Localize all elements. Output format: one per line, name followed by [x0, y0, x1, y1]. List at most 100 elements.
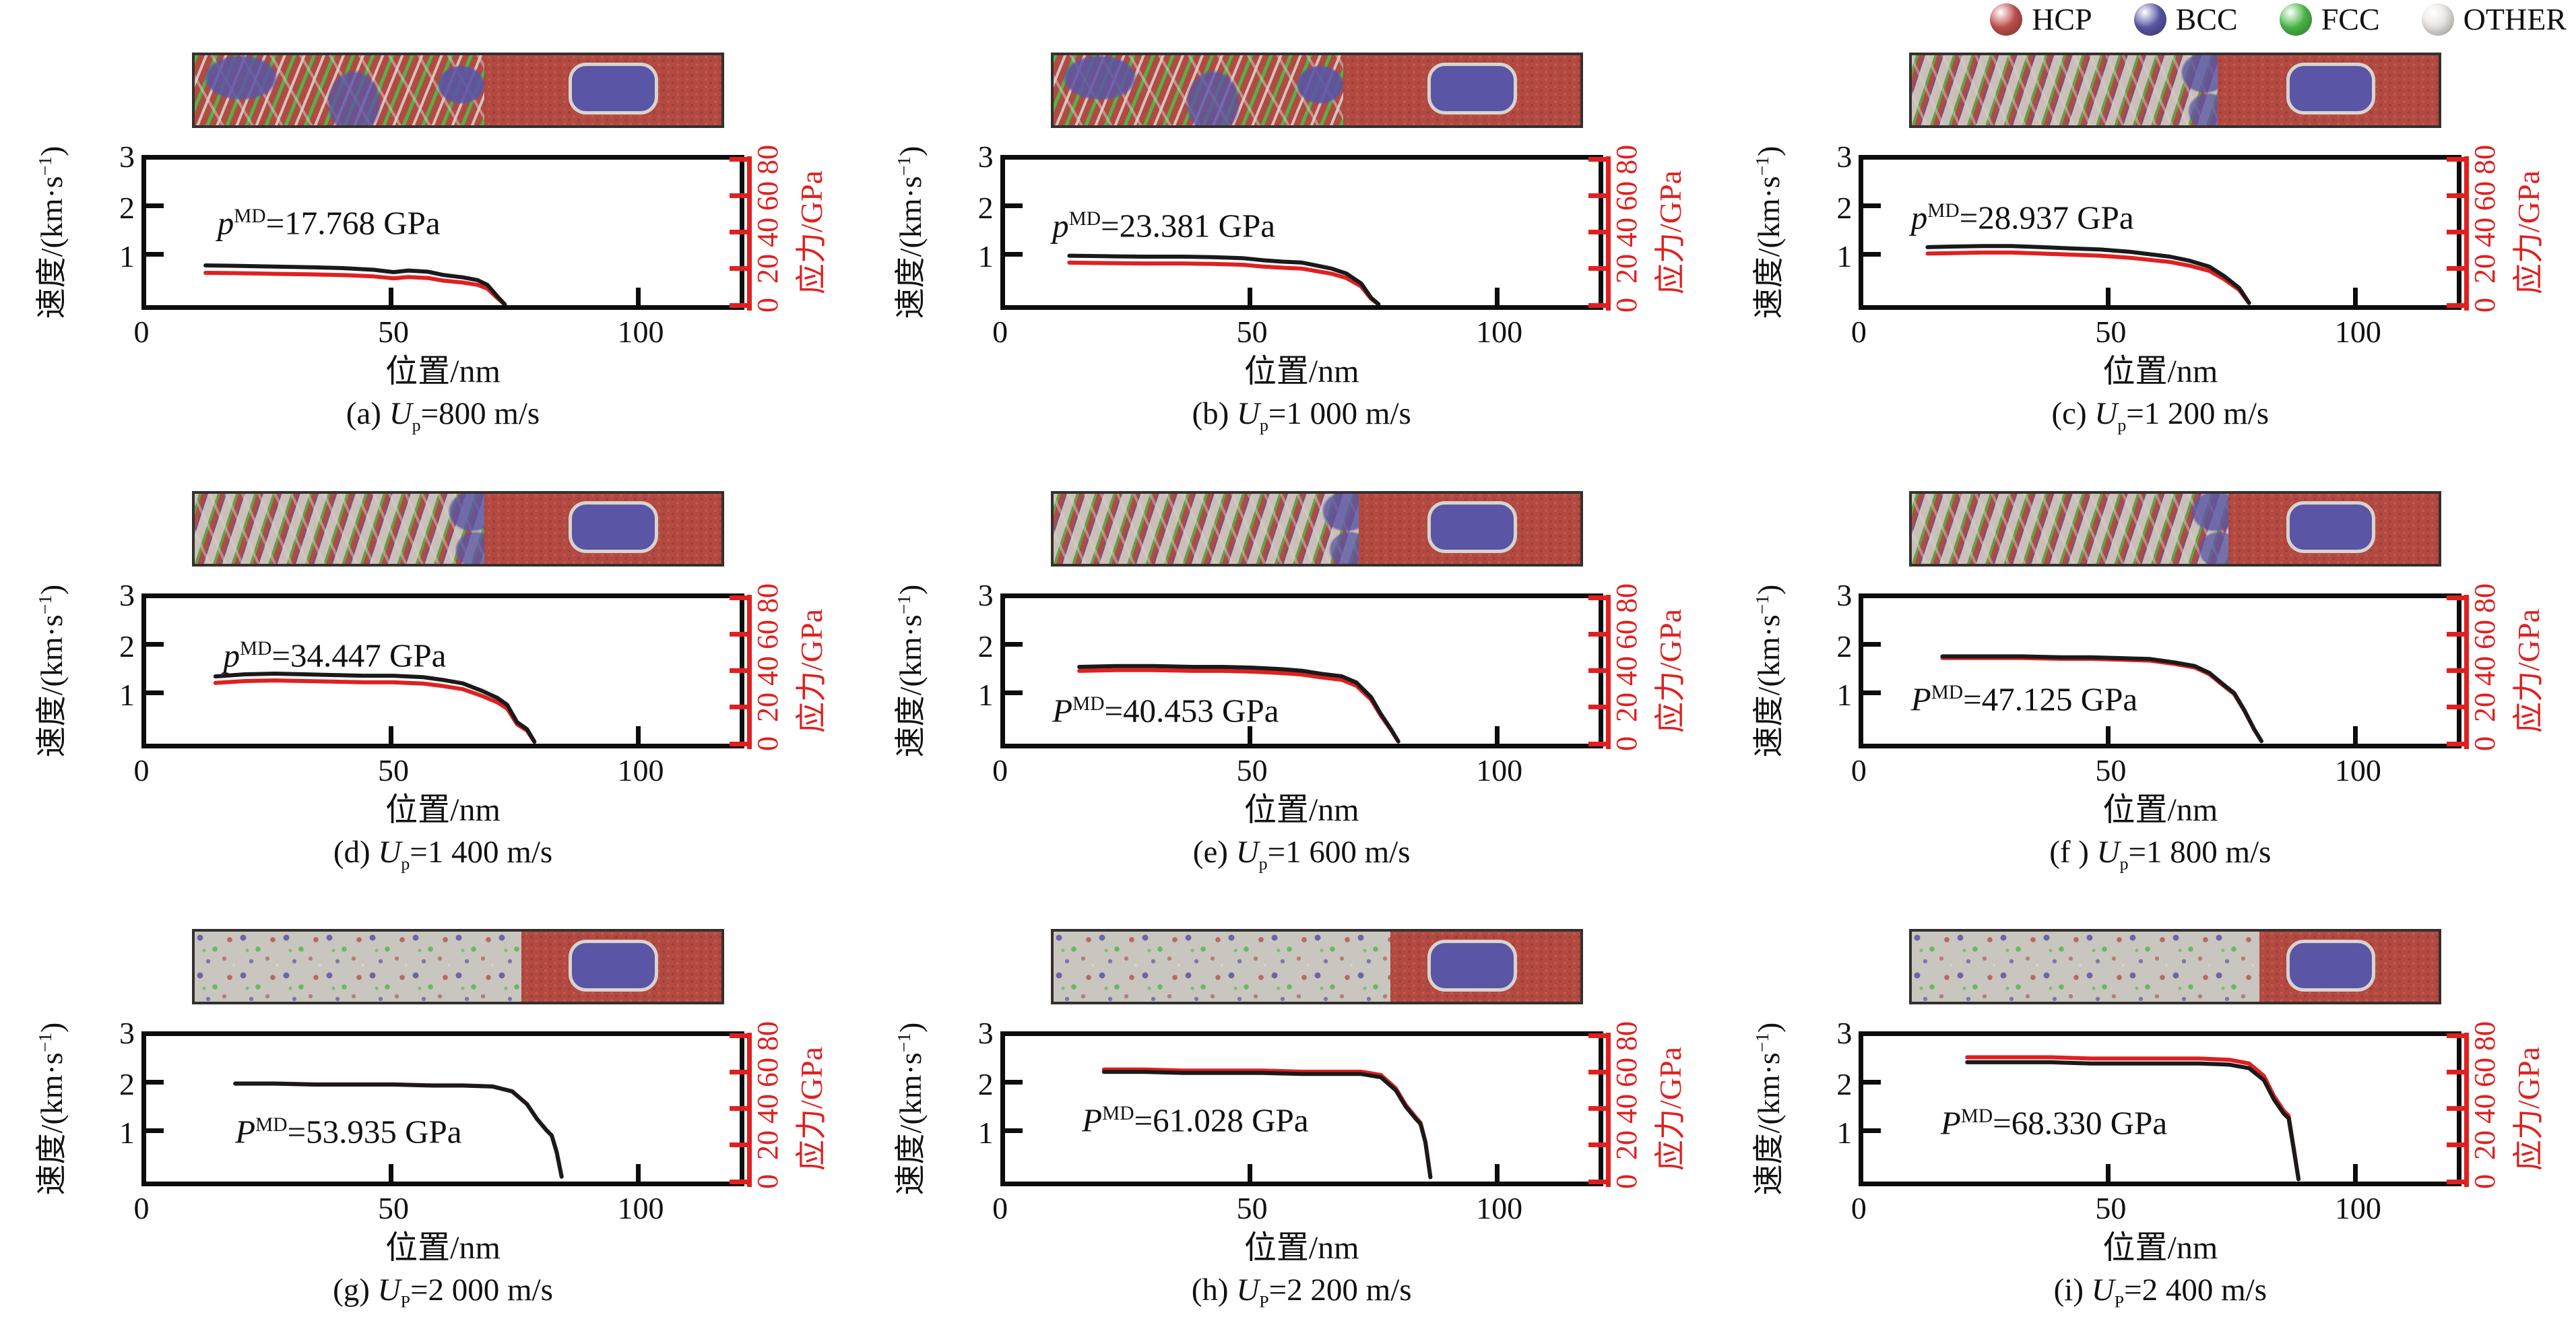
plot-box: pMD=28.937 GPa [1859, 155, 2462, 310]
x-axis-title: 位置/nm [2102, 792, 2218, 828]
bcc-inclusion [1427, 939, 1517, 992]
stress-tick-label: 0 [1609, 1174, 1643, 1190]
pressure-annotation: pMD=23.381 GPa [1052, 207, 1276, 245]
shock-panel-e: 速度/(km·s−1) 3 2 1 PMD=40.453 GPa 80 60 4… [859, 439, 1718, 877]
pressure-annotation: pMD=17.768 GPa [217, 204, 441, 242]
stress-tick-label: 80 [751, 583, 784, 613]
x-tick-label-100: 100 [617, 1191, 664, 1226]
x-axis-title: 位置/nm [2102, 1230, 2218, 1266]
stress-tick-label: 0 [751, 1174, 784, 1190]
y-right-axis-title: 应力/GPa [1652, 608, 1687, 733]
y-tick-label-1: 1 [977, 677, 994, 712]
pressure-annotation: PMD=68.330 GPa [1940, 1104, 2168, 1142]
velocity-stress-curves [1101, 1067, 1433, 1180]
velocity-stress-curves [1925, 244, 2251, 305]
y-tick-mark [1004, 1128, 1023, 1134]
stress-tick-label: 80 [2468, 1021, 2502, 1052]
stress-tick-mark [730, 157, 752, 162]
md-snapshot [1909, 490, 2442, 567]
x-tick-mark [2353, 1164, 2358, 1182]
y-tick-mark [1863, 690, 1881, 695]
x-tick-label-50: 50 [1236, 752, 1268, 787]
stress-tick-label: 40 [751, 218, 784, 247]
stress-tick-mark [2447, 230, 2470, 234]
plot-box: pMD=23.381 GPa [1000, 155, 1603, 310]
y-tick-label-3: 3 [1836, 139, 1853, 174]
stress-tick-mark [1588, 193, 1611, 198]
bcc-inclusion [1427, 63, 1517, 115]
shock-panel-f: 速度/(km·s−1) 3 2 1 PMD=47.125 GPa 80 60 4… [1717, 439, 2576, 877]
plot-box: PMD=53.935 GPa [141, 1031, 744, 1187]
y-tick-label-3: 3 [977, 1016, 994, 1051]
stress-tick-mark [730, 704, 752, 709]
fcc-sphere-icon [2279, 3, 2312, 36]
x-tick-mark [389, 288, 393, 305]
x-tick-mark [1494, 726, 1500, 744]
x-tick-label-0: 0 [133, 1191, 150, 1226]
stress-tick-mark [730, 668, 752, 673]
x-axis-title: 位置/nm [1244, 354, 1359, 389]
x-tick-mark [1247, 288, 1252, 305]
stress-tick-label: 20 [2468, 1130, 2502, 1161]
stress-tick-label: 40 [1609, 655, 1643, 686]
x-tick-mark [1247, 726, 1252, 744]
stress-tick-mark [2447, 303, 2470, 308]
legend-item-hcp: HCP [1990, 3, 2092, 36]
stress-tick-label: 60 [2468, 181, 2502, 211]
y-right-axis-title: 应力/GPa [2511, 170, 2546, 294]
panel-caption: (d) Up=1 400 m/s [333, 834, 553, 874]
panel-caption: (c) Up=1 200 m/s [2051, 396, 2269, 435]
x-tick-label-50: 50 [2095, 1191, 2127, 1226]
stress-tick-mark [730, 193, 752, 198]
x-tick-label-50: 50 [1236, 315, 1268, 349]
stress-tick-label: 80 [2468, 583, 2502, 613]
stress-tick-mark [2447, 1106, 2470, 1111]
stress-tick-mark [1588, 1180, 1611, 1185]
shocked-region [1053, 493, 1359, 564]
stress-tick-label: 60 [1609, 181, 1643, 211]
y-tick-label-2: 2 [119, 1067, 135, 1102]
stress-tick-mark [2447, 1070, 2470, 1075]
x-tick-mark [2106, 1164, 2111, 1182]
stress-tick-mark [730, 741, 752, 746]
y-tick-label-3: 3 [119, 139, 135, 174]
x-tick-label-100: 100 [2334, 752, 2381, 787]
md-snapshot [1909, 53, 2442, 128]
stress-tick-label: 40 [1609, 218, 1643, 247]
y-left-axis-title: 速度/(km·s−1) [34, 146, 69, 319]
stress-tick-mark [1588, 1106, 1611, 1111]
stress-tick-mark [2447, 157, 2470, 162]
stress-tick-mark [730, 230, 752, 234]
panel-caption: (e) Up=1 600 m/s [1192, 834, 1411, 874]
y-tick-mark [1863, 641, 1881, 647]
bcc-inclusion [2286, 63, 2376, 115]
stress-tick-label: 80 [1609, 145, 1643, 174]
bcc-inclusion [569, 939, 659, 992]
x-tick-mark [2106, 726, 2111, 744]
x-tick-mark [389, 1164, 393, 1182]
stress-tick-label: 0 [1609, 298, 1643, 313]
y-tick-label-2: 2 [119, 629, 135, 664]
y-tick-label-2: 2 [977, 1067, 994, 1102]
bcc-inclusion [2286, 501, 2376, 554]
pressure-annotation: PMD=40.453 GPa [1052, 692, 1279, 730]
shocked-region [195, 493, 485, 564]
stress-tick-label: 20 [1609, 254, 1643, 284]
stress-tick-label: 60 [2468, 1058, 2502, 1088]
stress-tick-label: 40 [751, 655, 784, 686]
stress-tick-label: 80 [751, 145, 784, 174]
md-snapshot [192, 929, 724, 1005]
stress-tick-label: 60 [2468, 619, 2502, 649]
panel-caption: (h) UP=2 200 m/s [1191, 1272, 1412, 1312]
stress-tick-label: 80 [2468, 145, 2502, 174]
legend-label: BCC [2175, 2, 2238, 36]
bcc-inclusion [2286, 939, 2376, 992]
x-tick-label-0: 0 [992, 752, 1008, 787]
stress-tick-label: 60 [1609, 1058, 1643, 1088]
shocked-region [195, 55, 485, 125]
y-right-axis-title: 应力/GPa [794, 170, 829, 294]
pressure-annotation: pMD=28.937 GPa [1910, 198, 2134, 236]
x-tick-label-100: 100 [1476, 752, 1523, 787]
